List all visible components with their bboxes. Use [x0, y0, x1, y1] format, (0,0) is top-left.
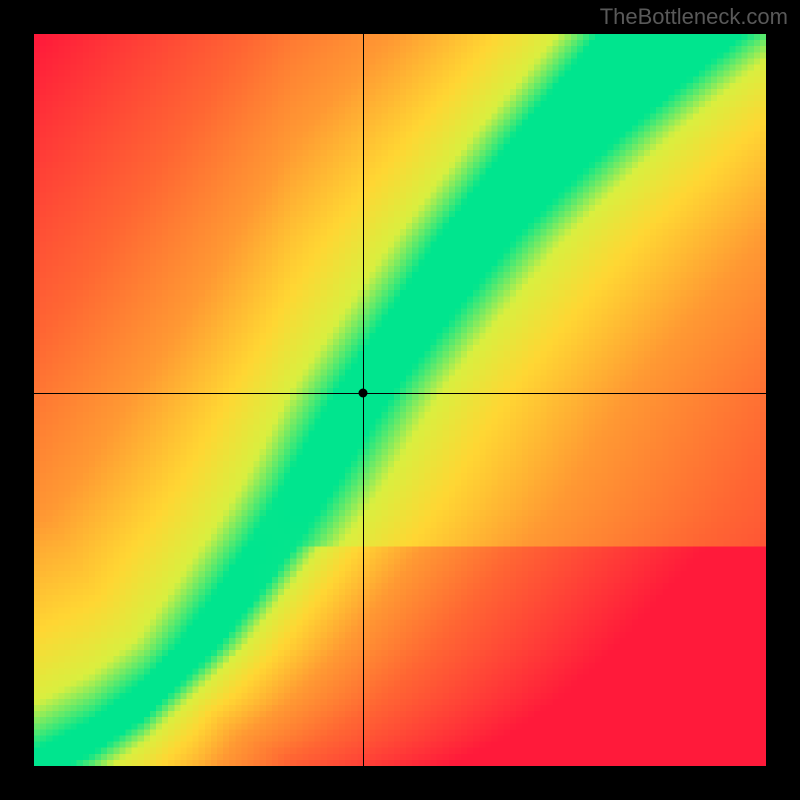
heatmap-plot — [34, 34, 766, 766]
watermark-text: TheBottleneck.com — [600, 4, 788, 30]
crosshair-marker-dot — [359, 388, 368, 397]
chart-container: TheBottleneck.com — [0, 0, 800, 800]
crosshair-horizontal — [34, 393, 766, 394]
heatmap-canvas — [34, 34, 766, 766]
crosshair-vertical — [363, 34, 364, 766]
